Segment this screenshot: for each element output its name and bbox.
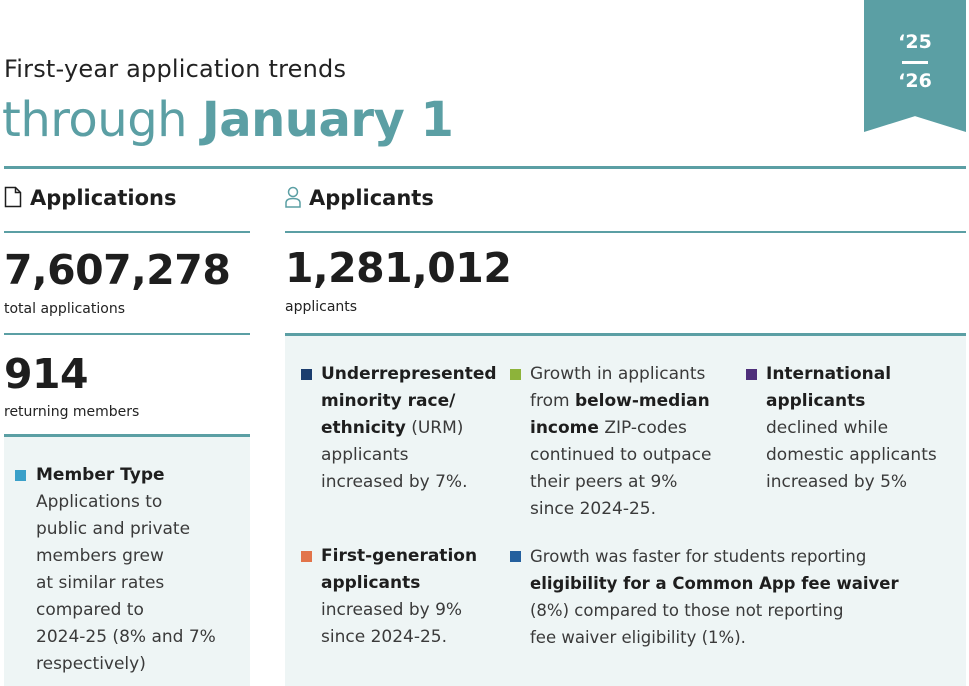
member-type-line: respectively)	[36, 654, 146, 674]
urm-text: applicants	[321, 445, 409, 465]
year-start: ‘25	[898, 31, 932, 53]
fee-waiver-bullet	[510, 551, 521, 562]
fee-waiver-text: fee waiver eligibility (1%).	[530, 628, 746, 647]
applications-heading: Applications	[4, 186, 176, 210]
applicants-heading-label: Applicants	[309, 186, 434, 210]
fee-waiver-block: Growth was faster for students reporting…	[530, 543, 960, 651]
header-divider	[4, 166, 966, 169]
member-type-panel	[4, 434, 250, 686]
member-type-line: Applications to	[36, 492, 163, 512]
total-applications-value: 7,607,278	[4, 246, 231, 294]
title-light: through	[2, 92, 202, 148]
income-text: their peers at 9%	[530, 472, 678, 492]
member-type-bullet	[15, 470, 26, 481]
first-gen-text: since 2024-25.	[321, 627, 447, 647]
international-block: International applicants declined while …	[766, 361, 964, 496]
applications-rule	[4, 231, 250, 233]
title-bold: January 1	[201, 92, 454, 148]
income-text: ZIP-codes	[598, 418, 687, 438]
member-type-line: members grew	[36, 546, 164, 566]
person-icon	[285, 186, 301, 208]
income-block: Growth in applicants from below-median i…	[530, 361, 735, 523]
international-bold: International	[766, 364, 892, 384]
applicants-panel	[285, 333, 966, 686]
page-subtitle: First-year application trends	[4, 55, 347, 83]
first-gen-bullet	[301, 551, 312, 562]
urm-bold: minority race/	[321, 391, 456, 411]
urm-text: (URM)	[405, 418, 464, 438]
international-bold: applicants	[766, 391, 866, 411]
total-applications-label: total applications	[4, 301, 125, 317]
total-applicants-value: 1,281,012	[285, 244, 512, 292]
member-type-line: 2024-25 (8% and 7%	[36, 627, 216, 647]
year-end: ‘26	[898, 70, 932, 92]
income-text: Growth in applicants	[530, 364, 706, 384]
member-type-line: at similar rates	[36, 573, 165, 593]
document-icon	[4, 186, 22, 208]
urm-block: Underrepresented minority race/ ethnicit…	[321, 361, 501, 496]
income-bold: income	[530, 418, 599, 438]
applicants-rule	[285, 231, 966, 233]
urm-text: increased by 7%.	[321, 472, 468, 492]
international-text: declined while	[766, 418, 889, 438]
first-gen-bold: applicants	[321, 573, 421, 593]
urm-bullet	[301, 369, 312, 380]
urm-bold: Underrepresented	[321, 364, 497, 384]
income-text: continued to outpace	[530, 445, 712, 465]
income-text: since 2024-25.	[530, 499, 656, 519]
returning-members-value: 914	[4, 350, 89, 398]
international-text: domestic applicants	[766, 445, 937, 465]
year-ribbon: ‘25 ‘26	[864, 0, 966, 132]
international-text: increased by 5%	[766, 472, 908, 492]
applications-heading-label: Applications	[30, 186, 177, 210]
fee-waiver-text: (8%) compared to those not reporting	[530, 601, 844, 620]
first-gen-text: increased by 9%	[321, 600, 463, 620]
fee-waiver-text: Growth was faster for students reporting	[530, 547, 867, 566]
returning-members-label: returning members	[4, 404, 140, 420]
page-title: through January 1	[2, 86, 454, 154]
applicants-panel-rule	[285, 333, 966, 336]
urm-bold: ethnicity	[321, 418, 406, 438]
member-type-line: public and private	[36, 519, 191, 539]
applicants-heading: Applicants	[285, 186, 434, 210]
income-text: from	[530, 391, 575, 411]
fee-waiver-bold: eligibility for a Common App fee waiver	[530, 574, 899, 593]
total-applicants-label: applicants	[285, 299, 358, 315]
first-gen-bold: First-generation	[321, 546, 478, 566]
international-bullet	[746, 369, 757, 380]
applications-rule-2	[4, 333, 250, 335]
member-type-line: compared to	[36, 600, 144, 620]
first-gen-block: First-generation applicants increased by…	[321, 543, 501, 651]
member-type-title: Member Type	[36, 465, 165, 485]
member-type-block: Member Type Applications to public and p…	[36, 462, 246, 678]
income-bold: below-median	[574, 391, 710, 411]
member-type-panel-rule	[4, 434, 250, 437]
year-dash	[902, 61, 928, 64]
income-bullet	[510, 369, 521, 380]
